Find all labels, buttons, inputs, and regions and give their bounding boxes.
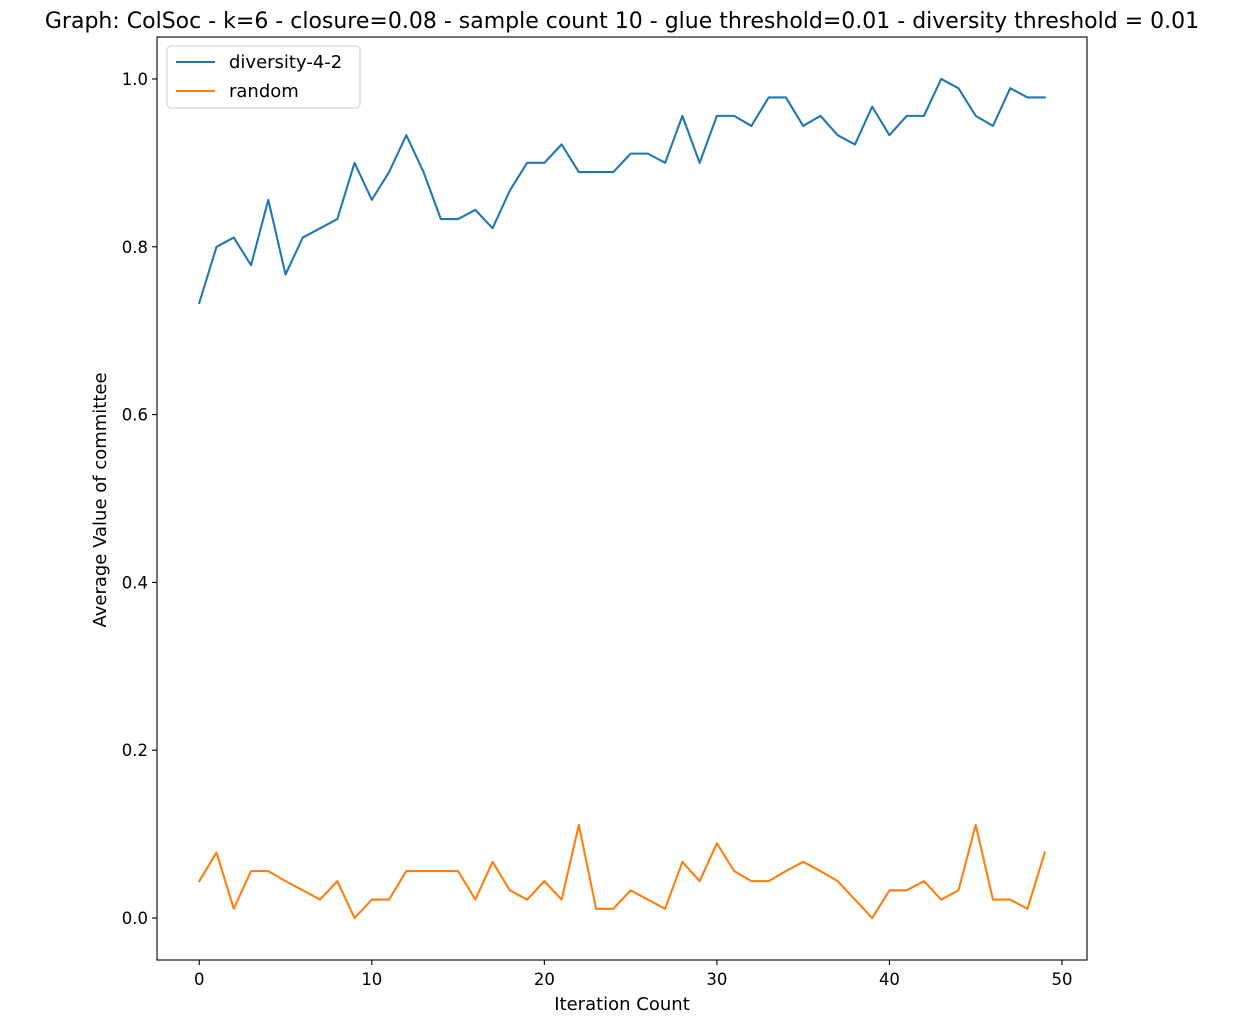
legend: diversity-4-2 random [166, 45, 361, 109]
x-tick-label: 50 [1051, 970, 1072, 989]
y-tick-label: 0.4 [122, 573, 148, 592]
plot-frame [156, 36, 1088, 961]
x-tick-label: 30 [706, 970, 727, 989]
legend-label: diversity-4-2 [229, 52, 342, 73]
y-tick-label: 1.0 [122, 70, 148, 89]
plot-area [156, 36, 1088, 961]
chart-title: Graph: ColSoc - k=6 - closure=0.08 - sam… [45, 9, 1199, 34]
y-tick-label: 0.8 [122, 238, 148, 257]
x-axis: 0 10 20 30 40 50 [194, 960, 1072, 989]
y-axis: 0.0 0.2 0.4 0.6 0.8 1.0 [122, 70, 157, 928]
x-tick-label: 40 [879, 970, 900, 989]
x-tick-label: 10 [361, 970, 382, 989]
x-axis-label: Iteration Count [554, 994, 690, 1015]
x-tick-label: 0 [194, 970, 205, 989]
series-line-0 [197, 77, 1046, 305]
legend-label: random [229, 81, 299, 102]
y-tick-label: 0.6 [122, 406, 148, 425]
y-tick-label: 0.0 [122, 909, 148, 928]
series-line-1 [197, 823, 1047, 920]
plot-background [157, 37, 1087, 960]
y-axis-label: Average Value of committee [90, 372, 111, 627]
y-tick-label: 0.2 [122, 741, 148, 760]
x-tick-label: 20 [534, 970, 555, 989]
legend-box [166, 45, 361, 109]
